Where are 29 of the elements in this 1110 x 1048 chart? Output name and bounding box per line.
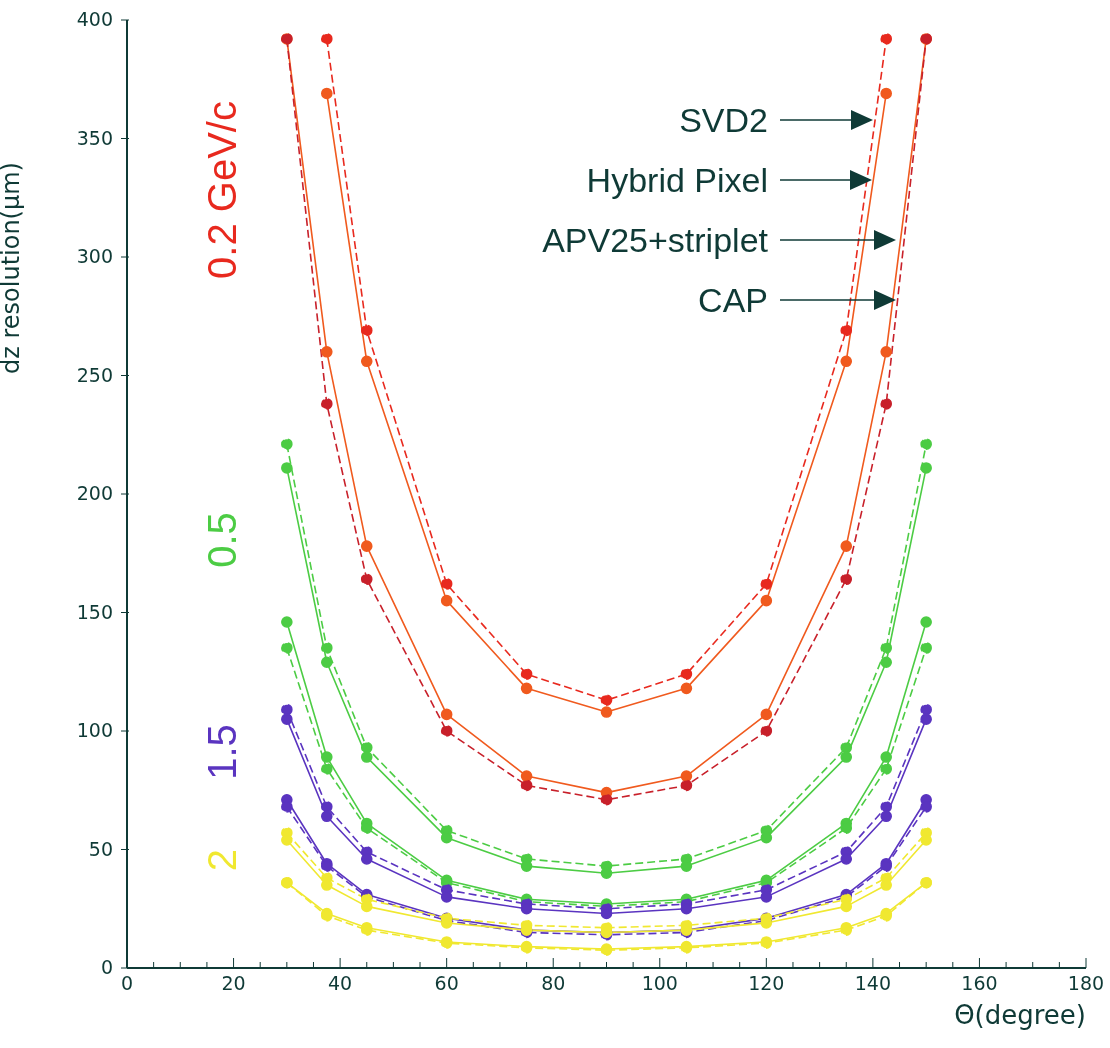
- x-tick-label: 80: [541, 972, 566, 994]
- annotation: 0.2 GeV/c: [199, 101, 245, 279]
- x-tick-label: 60: [434, 972, 459, 994]
- y-tick-label: 350: [76, 126, 113, 149]
- annotation: APV25+striplet: [542, 220, 768, 261]
- x-tick-label: 140: [854, 972, 892, 994]
- x-tick-label: 40: [328, 972, 353, 994]
- annotation: 2: [199, 848, 245, 872]
- x-tick-label: 100: [641, 972, 678, 994]
- annotation: CAP: [698, 280, 768, 321]
- x-tick-label: 160: [961, 972, 998, 994]
- annotation: SVD2: [679, 100, 768, 141]
- x-tick-label: 20: [221, 972, 246, 994]
- y-tick-label: 50: [88, 837, 113, 860]
- annotation: 0.5: [199, 512, 245, 568]
- annotation: 1.5: [199, 724, 245, 780]
- y-tick-label: 100: [76, 719, 113, 741]
- x-tick-label: 0: [120, 972, 134, 994]
- x-axis-title: Θ(degree): [954, 1000, 1086, 1030]
- y-tick-label: 300: [76, 245, 113, 267]
- x-tick-label: 120: [748, 972, 785, 994]
- y-tick-label: 400: [76, 8, 113, 30]
- y-axis-title: dz resolution(μm): [0, 162, 25, 374]
- x-tick-label: 180: [1067, 972, 1105, 994]
- y-tick-label: 250: [76, 363, 113, 386]
- annotation: Hybrid Pixel: [586, 160, 768, 201]
- y-tick-label: 0: [100, 956, 113, 978]
- y-tick-label: 200: [76, 482, 113, 504]
- y-tick-label: 150: [76, 600, 113, 623]
